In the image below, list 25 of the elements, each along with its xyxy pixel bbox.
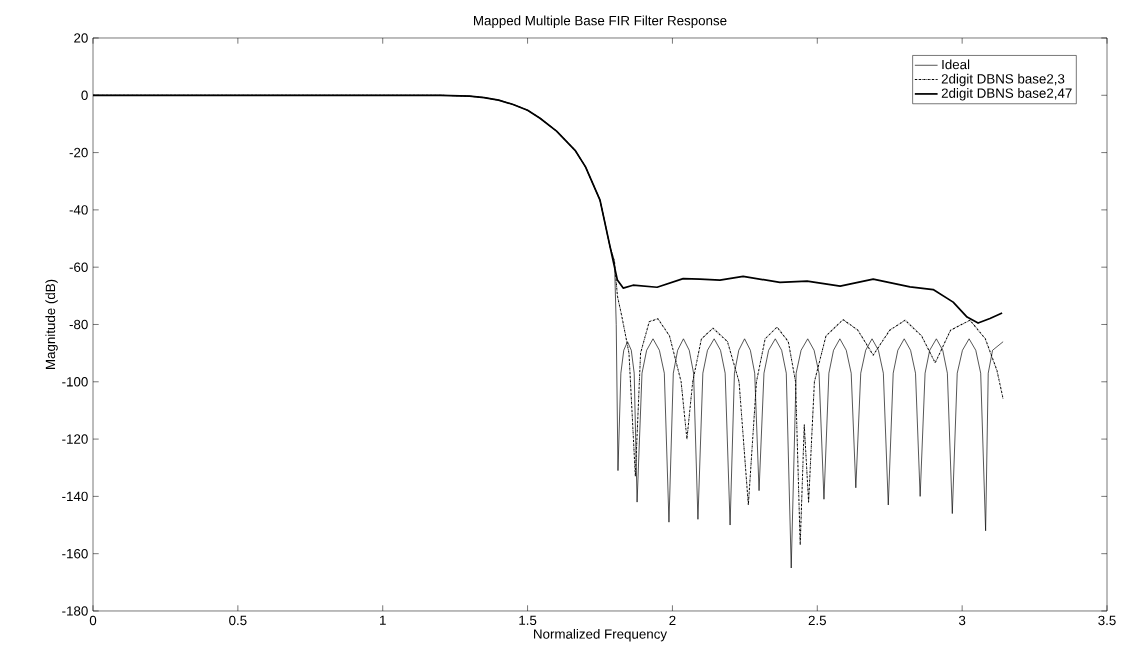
y-tick-label: -180 [62,606,88,616]
y-tick-label: -140 [62,491,88,502]
chart-title: Mapped Multiple Base FIR Filter Response [474,15,727,28]
legend-label: Ideal [942,59,970,70]
x-tick-label: 2 [669,615,676,625]
x-tick-label: 2.5 [808,615,826,626]
y-tick-label: -100 [62,377,88,387]
y-tick-label: 20 [74,33,88,43]
x-axis-title: Normalized Frequency [534,628,668,642]
y-tick-label: -40 [69,205,88,215]
x-tick-label: 0 [89,615,97,626]
x-tick-label: 1.5 [519,615,537,625]
y-tick-label: -60 [69,262,88,272]
x-tick-label: 3 [958,615,966,626]
x-tick-label: 0.5 [229,615,247,626]
y-axis-title: Magnitude (dB) [45,279,58,369]
legend-label: 2digit DBNS base2,3 [941,73,1065,87]
y-tick-label: -160 [62,548,88,559]
y-tick-label: -80 [69,319,88,330]
y-tick-label: -120 [62,434,88,444]
y-tick-label: -20 [69,147,88,158]
x-tick-label: 3.5 [1098,615,1116,626]
y-tick-label: 0 [81,90,88,100]
legend-label: 2digit DBNS base2,47 [941,88,1072,101]
x-tick-label: 1 [380,615,386,625]
